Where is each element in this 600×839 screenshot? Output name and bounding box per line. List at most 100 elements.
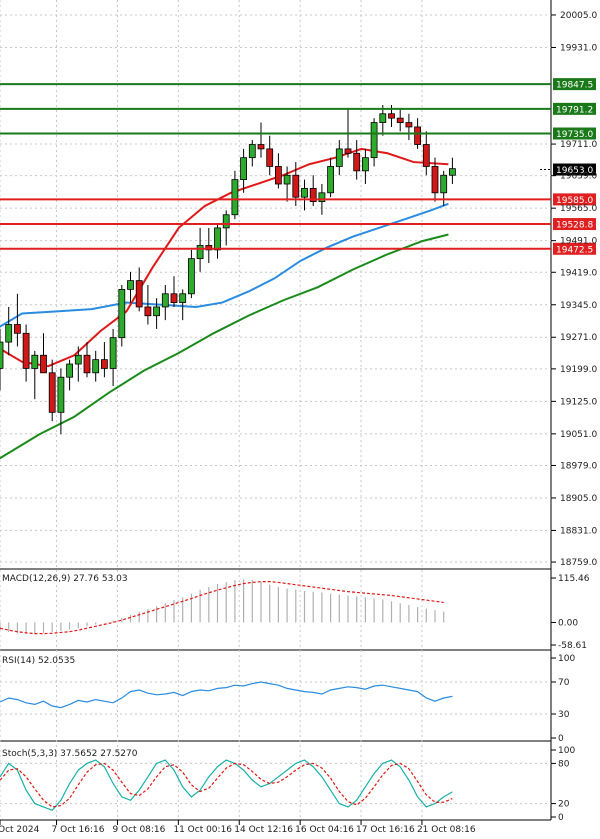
candle-body <box>335 148 343 167</box>
y-tick-label: 18979.0 <box>560 461 597 471</box>
candle-bull <box>153 298 161 329</box>
candle-body <box>370 122 378 159</box>
x-tick-label: 7 Oct 16:16 <box>52 825 105 835</box>
candle-body <box>135 280 143 308</box>
candle-bull <box>283 166 291 202</box>
candle-body <box>92 359 100 374</box>
candle-body <box>231 179 239 216</box>
candle-body <box>266 148 274 167</box>
candle-bull <box>118 285 126 347</box>
candle-body <box>74 354 82 365</box>
candle-bull <box>74 346 82 382</box>
pane-tick-label: 100 <box>558 654 575 664</box>
rsi-pane: 100 70 30 0 <box>0 654 575 744</box>
candle-bull <box>66 359 73 391</box>
levels-layer: 19847.5 19791.2 19735.0 19585.0 19528.8 19472… <box>0 78 596 255</box>
candle-bull <box>448 157 456 185</box>
candle-bear <box>431 157 439 202</box>
level-tag <box>553 127 596 140</box>
level-tag-label: 19472.5 <box>556 245 593 255</box>
candle-body <box>13 324 21 334</box>
candle-bull <box>240 148 248 193</box>
candle-bear <box>309 175 317 206</box>
pane-tick-label: -58.61 <box>558 641 587 651</box>
y-tick-label: 19199.0 <box>560 365 597 375</box>
candle-body <box>361 157 369 172</box>
candle-body <box>318 192 326 202</box>
rsi-line <box>0 681 453 709</box>
candle-body <box>257 144 265 150</box>
candle-body <box>222 214 230 229</box>
candle-body <box>205 245 213 251</box>
level-tag-label: 19735.0 <box>556 130 593 140</box>
stoch-d-line <box>0 762 453 808</box>
candle-body <box>283 174 291 185</box>
candle-body <box>431 166 439 194</box>
candle-bear <box>422 131 430 176</box>
candle-body <box>153 306 161 317</box>
y-tick-label: 18831.0 <box>560 526 597 536</box>
x-tick-label: 9 Oct 08:16 <box>112 825 165 835</box>
candle-body <box>144 306 152 317</box>
rsi-label: RSI(14) 52.0535 <box>2 656 75 666</box>
macd-signal-line <box>0 581 444 635</box>
candle-body <box>248 144 256 159</box>
level-tag <box>553 78 596 91</box>
y-tick-label: 20005.0 <box>560 11 597 21</box>
candle-bull <box>161 285 169 321</box>
level-tag <box>553 218 596 231</box>
candle-bull <box>196 227 204 272</box>
candle-body <box>83 354 91 374</box>
current-price-label: 19653.0 <box>556 166 593 176</box>
candle-body <box>170 293 178 303</box>
candle-bull <box>0 328 4 391</box>
candle-body <box>292 174 300 198</box>
candle-body <box>57 376 65 413</box>
time-axis-labels: Oct 2024 7 Oct 16:16 9 Oct 08:16 11 Oct 00:… <box>0 820 476 835</box>
candle-bear <box>13 293 21 347</box>
level-tag <box>553 242 596 255</box>
candle-body <box>240 157 248 181</box>
candle-bull <box>214 223 221 259</box>
candle-body <box>414 126 422 145</box>
x-tick-label: 16 Oct 04:16 <box>295 825 354 835</box>
candles-layer <box>0 104 456 435</box>
pane-tick-label: 30 <box>558 710 570 720</box>
candle-bear <box>83 342 91 378</box>
candle-body <box>187 258 195 295</box>
candle-bull <box>327 157 335 198</box>
grid-layer <box>0 0 551 820</box>
y-tick-label: 19639.0 <box>560 172 597 182</box>
candle-bear <box>274 153 282 189</box>
candle-bull <box>57 368 65 435</box>
candle-body <box>353 152 361 172</box>
candle-body <box>448 168 456 176</box>
candle-bear <box>257 122 265 158</box>
candle-bear <box>396 109 404 132</box>
level-tag-label: 19585.0 <box>556 196 593 206</box>
level-tag-label: 19847.5 <box>556 81 593 91</box>
candle-body <box>196 245 204 260</box>
candle-bull <box>127 271 134 303</box>
candle-body <box>31 354 39 369</box>
current-price-tag <box>553 163 596 176</box>
candle-body <box>5 324 13 343</box>
candle-bear <box>135 267 143 312</box>
candle-body <box>379 113 387 123</box>
candle-bull <box>301 179 308 211</box>
candle-body <box>405 122 413 128</box>
candle-body <box>109 337 117 369</box>
candle-bull <box>92 350 100 382</box>
y-tick-label: 18759.0 <box>560 558 597 568</box>
candle-body <box>66 363 73 378</box>
pane-tick-label: 0 <box>558 734 564 744</box>
x-tick-label: Oct 2024 <box>0 825 40 835</box>
level-tag <box>553 193 596 206</box>
macd-label: MACD(12,26,9) 27.76 53.03 <box>2 574 128 584</box>
y-tick-label: 19125.0 <box>560 397 597 407</box>
pane-tick-label: 115.46 <box>558 574 590 584</box>
candle-body <box>344 148 352 154</box>
y-tick-label: 19711.0 <box>560 140 597 150</box>
